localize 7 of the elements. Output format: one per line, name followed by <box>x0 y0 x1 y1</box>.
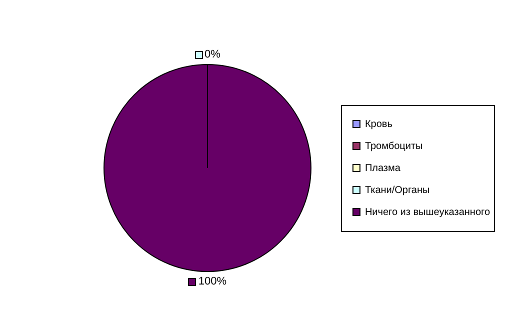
data-label: 100% <box>198 276 227 288</box>
legend-label: Кровь <box>364 118 392 130</box>
legend-label: Плазма <box>364 162 401 174</box>
legend-label: Ничего из вышеуказанного <box>364 206 490 218</box>
text: 0% <box>204 48 220 61</box>
legend-label: Тромбоциты <box>364 140 423 152</box>
legend-label: Ткани/Органы <box>364 184 430 196</box>
